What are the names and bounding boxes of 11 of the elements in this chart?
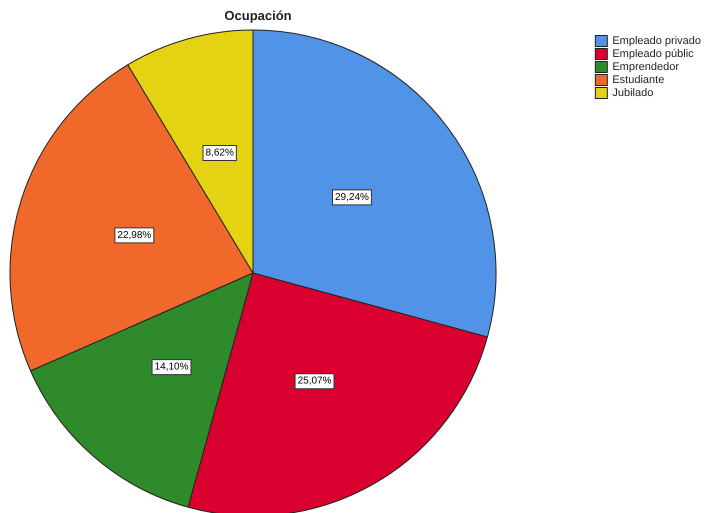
data-label: 29,24% [334, 192, 370, 203]
data-label: 25,07% [298, 376, 332, 387]
legend-label: Jubilado [612, 87, 654, 99]
data-label: 14,10% [154, 362, 189, 373]
data-label: 8,62% [206, 148, 234, 159]
chart-title: Ocupación [224, 8, 292, 23]
legend-label: Estudiante [612, 74, 664, 86]
legend-label: Empleado públic [612, 48, 694, 60]
legend-label: Empleado privado [612, 35, 702, 47]
legend-label: Emprendedor [612, 61, 680, 73]
data-label: 22,98% [117, 230, 152, 241]
